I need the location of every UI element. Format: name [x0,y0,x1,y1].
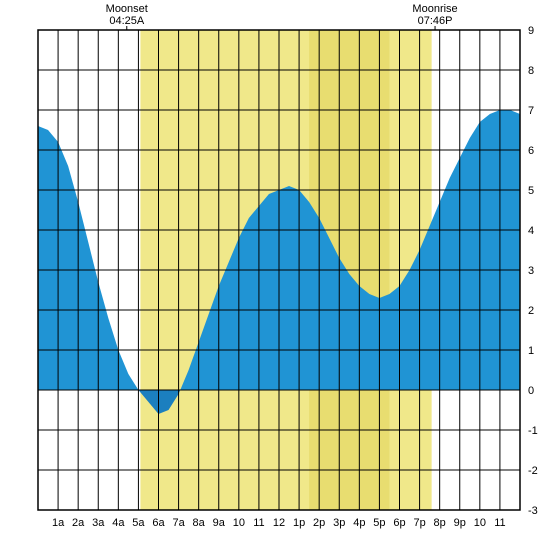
y-tick-label: -1 [528,425,538,437]
y-tick-label: 7 [528,105,534,117]
x-tick-label: 9a [213,517,226,529]
x-tick-label: 3p [333,517,345,529]
y-tick-label: -2 [528,465,538,477]
y-tick-label: 2 [528,305,534,317]
x-tick-label: 1p [293,517,305,529]
y-tick-label: 6 [528,145,534,157]
y-tick-label: -3 [528,505,538,517]
tide-chart: Moonset04:25AMoonrise07:46P-3-2-10123456… [0,0,550,550]
moon-event-time: 07:46P [418,15,453,27]
x-tick-label: 7p [413,517,425,529]
chart-svg: Moonset04:25AMoonrise07:46P-3-2-10123456… [0,0,550,550]
x-tick-label: 5a [132,517,145,529]
x-tick-label: 4a [112,517,125,529]
x-tick-label: 3a [92,517,105,529]
y-tick-label: 3 [528,265,534,277]
moon-event-label: Moonrise [412,3,457,15]
y-tick-label: 8 [528,65,534,77]
y-tick-label: 5 [528,185,534,197]
y-tick-label: 9 [528,25,534,37]
x-tick-label: 5p [373,517,385,529]
x-tick-label: 4p [353,517,365,529]
moon-event-label: Moonset [106,3,148,15]
x-tick-label: 6p [393,517,405,529]
x-tick-label: 9p [454,517,466,529]
x-tick-label: 12 [273,517,285,529]
x-tick-label: 11 [494,517,505,529]
y-tick-label: 0 [528,385,534,397]
x-tick-label: 6a [152,517,165,529]
x-tick-label: 7a [172,517,185,529]
x-tick-label: 2a [72,517,85,529]
x-tick-label: 8a [193,517,206,529]
x-tick-label: 11 [253,517,264,529]
x-tick-label: 10 [474,517,486,529]
x-tick-label: 10 [233,517,245,529]
x-tick-label: 2p [313,517,325,529]
x-tick-label: 1a [52,517,65,529]
moon-event-time: 04:25A [109,15,145,27]
x-tick-label: 8p [434,517,446,529]
y-tick-label: 4 [528,225,534,237]
y-tick-label: 1 [528,345,534,357]
